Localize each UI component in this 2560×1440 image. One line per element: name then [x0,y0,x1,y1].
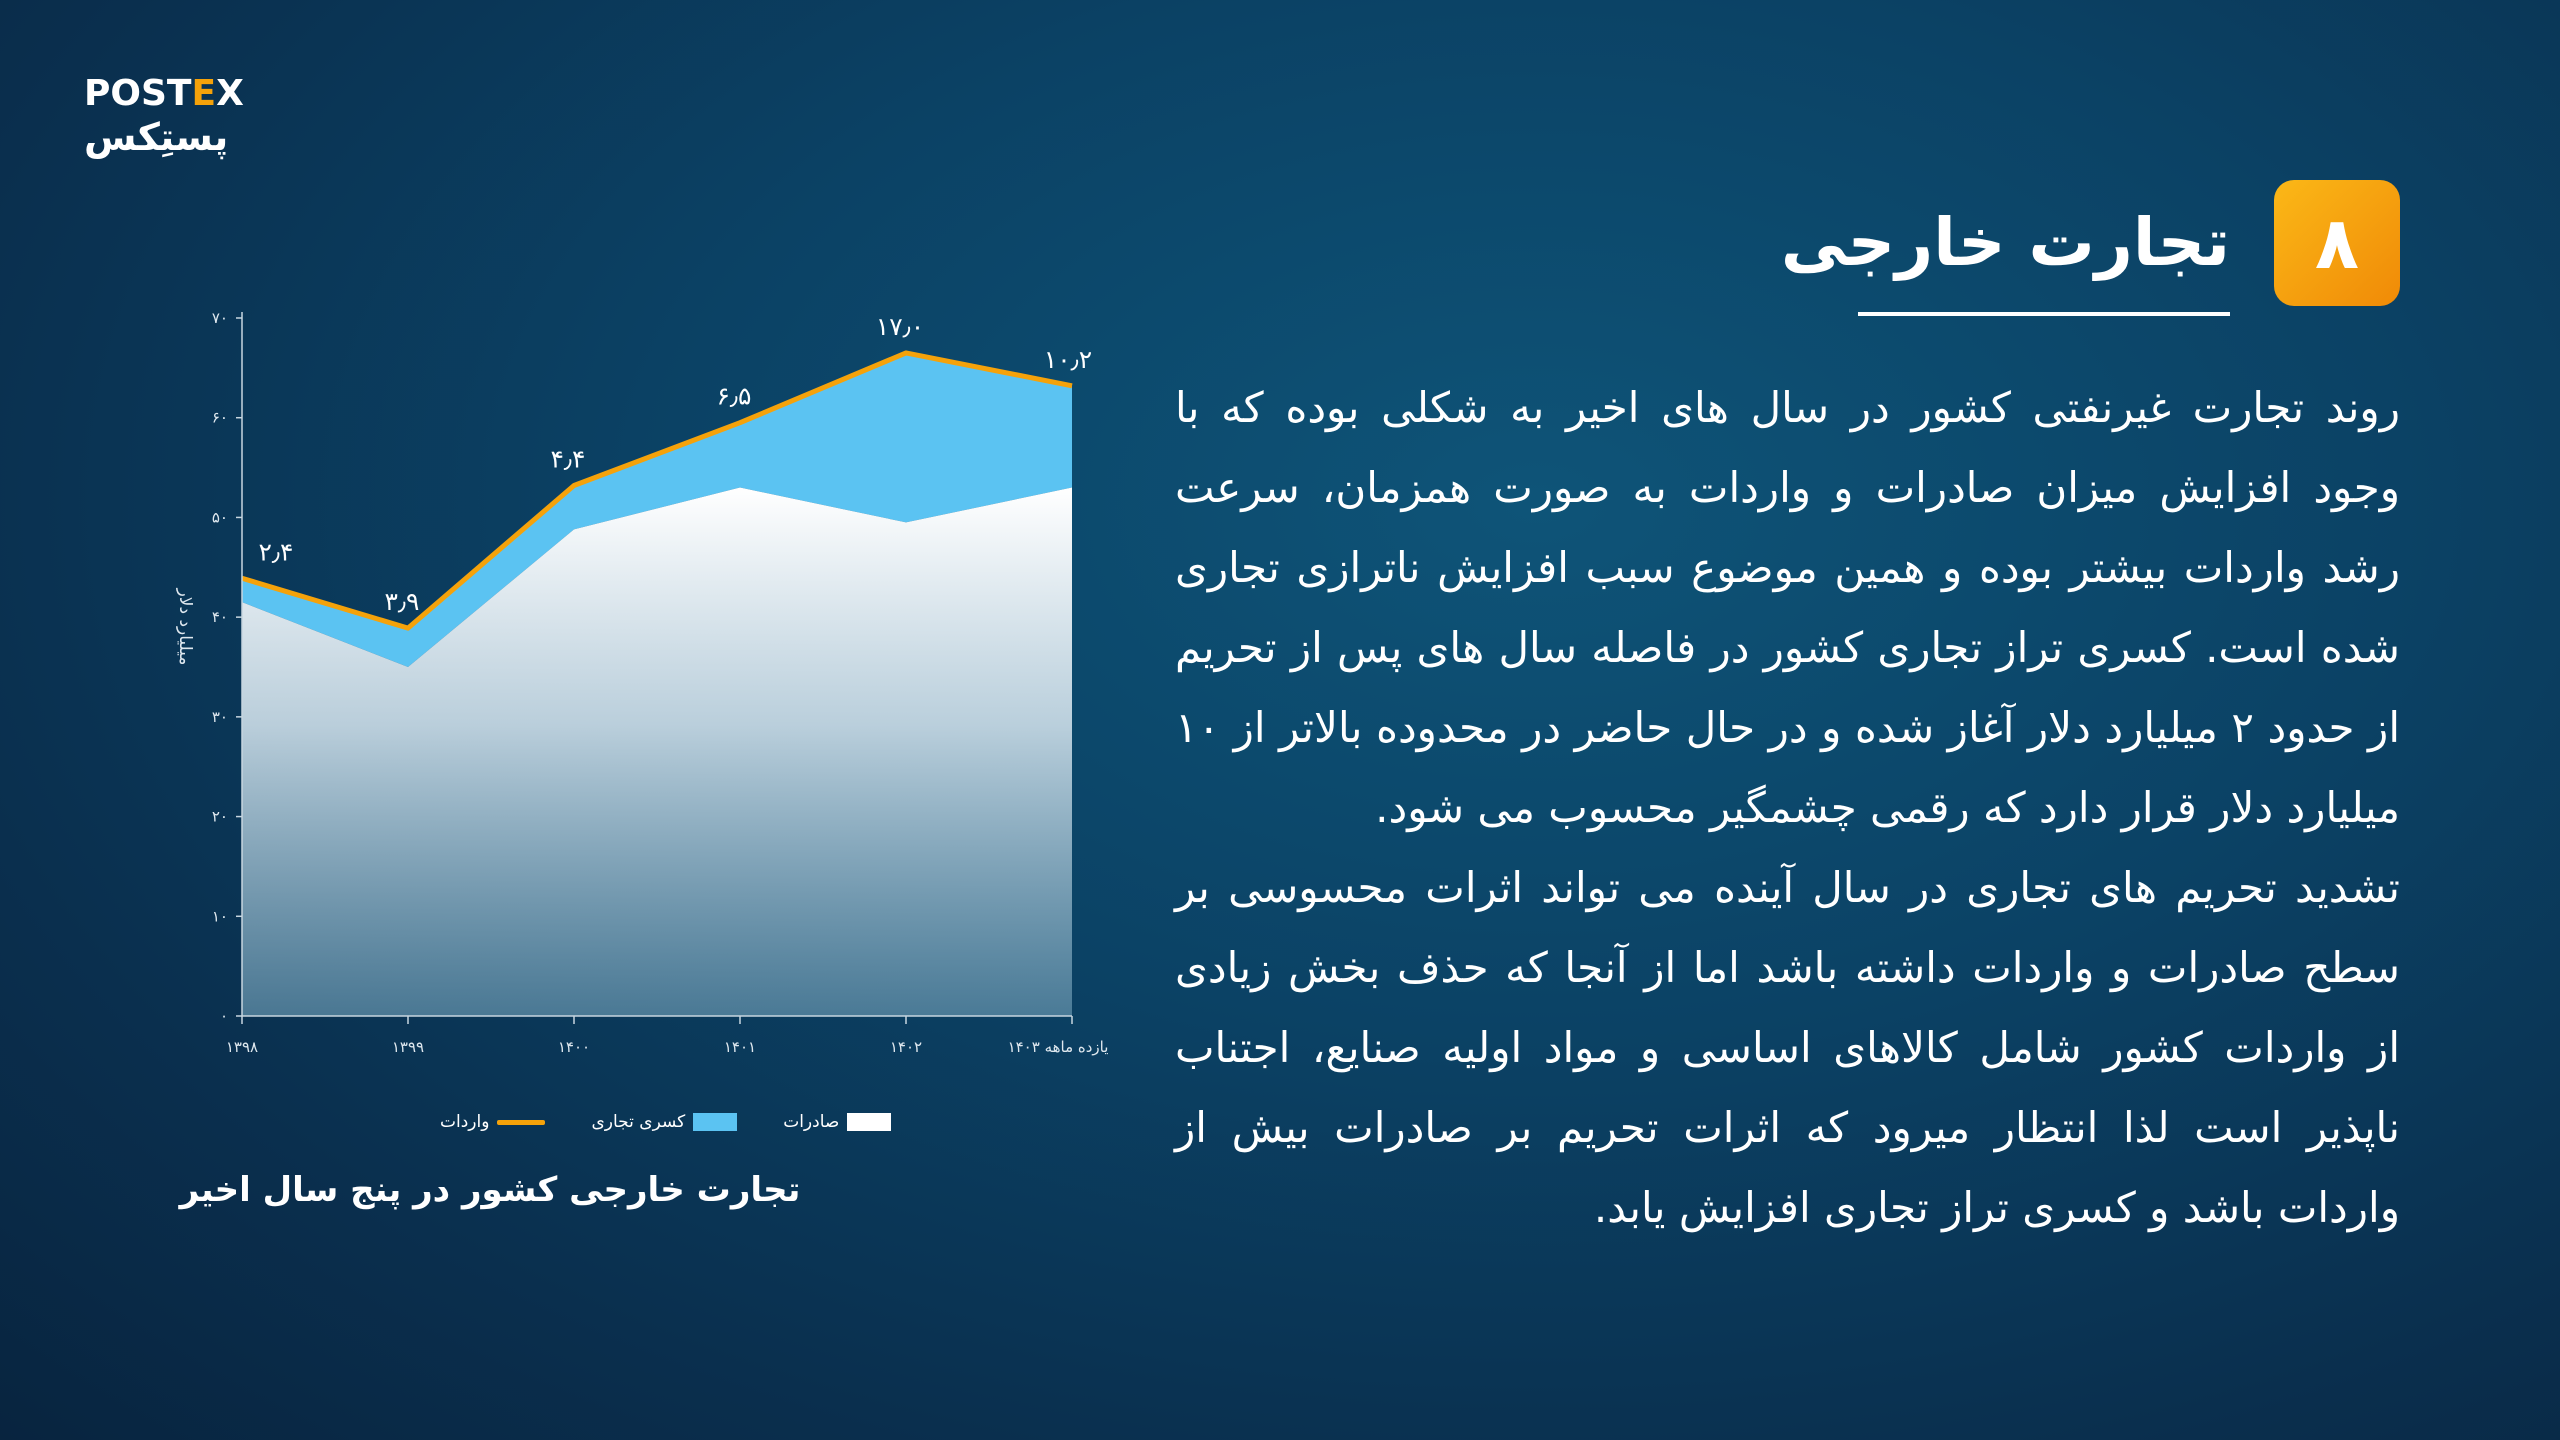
section-title-wrap: تجارت خارجی [1780,198,2230,316]
trade-chart: ۰ ۱۰ ۲۰ ۳۰ ۴۰ ۵۰ ۶۰ ۷۰ ۱۳۹۸ ۱۳۹۹ ۱۴۰۰ ۱۴۰۱ ۱۴۰۲ یازده… [150,290,1130,1240]
legend-label-exports: صادرات [783,1112,840,1132]
y-tick-label: ۶۰ [212,409,228,427]
y-tick-label: ۴۰ [212,608,228,626]
trade-area-chart: ۰ ۱۰ ۲۰ ۳۰ ۴۰ ۵۰ ۶۰ ۷۰ ۱۳۹۸ ۱۳۹۹ ۱۴۰۰ ۱۴۰۱ ۱۴۰۲ یازده… [175,309,1109,1056]
legend-swatch-imports [497,1119,546,1125]
paragraph-2: تشدید تحریم های تجاری در سال آینده می تو… [1175,863,2400,1232]
data-label: ۱۰٫۲ [1044,345,1092,374]
body-text: روند تجارت غیرنفتی کشور در سال های اخیر … [1175,368,2400,1248]
legend-item-deficit: کسری تجاری [591,1112,738,1132]
section-heading: ۸ تجارت خارجی [1780,180,2400,316]
y-tick-label: ۵۰ [212,508,228,526]
imports-line [241,350,1073,631]
section-number-badge: ۸ [2274,180,2400,306]
legend-swatch-deficit [693,1113,738,1131]
legend-label-deficit: کسری تجاری [591,1112,686,1132]
chart-title: تجارت خارجی کشور در پنج سال اخیر [179,1170,801,1210]
data-label: ۴٫۴ [551,445,586,474]
y-tick-label: ۳۰ [212,708,228,726]
paragraph-1: روند تجارت غیرنفتی کشور در سال های اخیر … [1175,383,2400,832]
legend-item-imports: واردات [440,1112,546,1132]
x-tick-label: ۱۴۰۱ [724,1038,756,1056]
x-tick-label: یازده ماهه ۱۴۰۳ [1008,1038,1109,1056]
x-tick-label: ۱۳۹۸ [226,1038,258,1056]
y-tick-label: ۱۰ [212,907,228,925]
data-label: ۱۷٫۰ [876,312,924,341]
chart-legend: صادرات کسری تجاری واردات [440,1112,892,1132]
data-label: ۳٫۹ [385,587,420,616]
x-tick-label: ۱۴۰۲ [890,1038,922,1056]
legend-swatch-exports [847,1113,892,1131]
data-label: ۶٫۵ [717,382,752,411]
logo-persian: پستِکس [84,115,229,159]
x-tick-label: ۱۴۰۰ [558,1038,590,1056]
y-tick-label: ۲۰ [212,808,228,826]
y-tick-label: ۰ [220,1007,228,1025]
y-tick-label: ۷۰ [212,309,228,327]
logo-latin: POSTEX [84,73,244,114]
legend-label-imports: واردات [440,1112,490,1132]
section-title: تجارت خارجی [1780,204,2230,281]
deficit-area [242,352,1072,667]
postex-logo: POSTEX پستِکس [84,74,244,160]
data-label: ۲٫۴ [259,537,294,566]
exports-area [242,487,1072,1016]
x-tick-label: ۱۳۹۹ [392,1038,424,1056]
legend-item-exports: صادرات [783,1112,892,1132]
y-axis-title: میلیارد دلار [175,588,195,666]
title-underline [1858,312,2230,316]
